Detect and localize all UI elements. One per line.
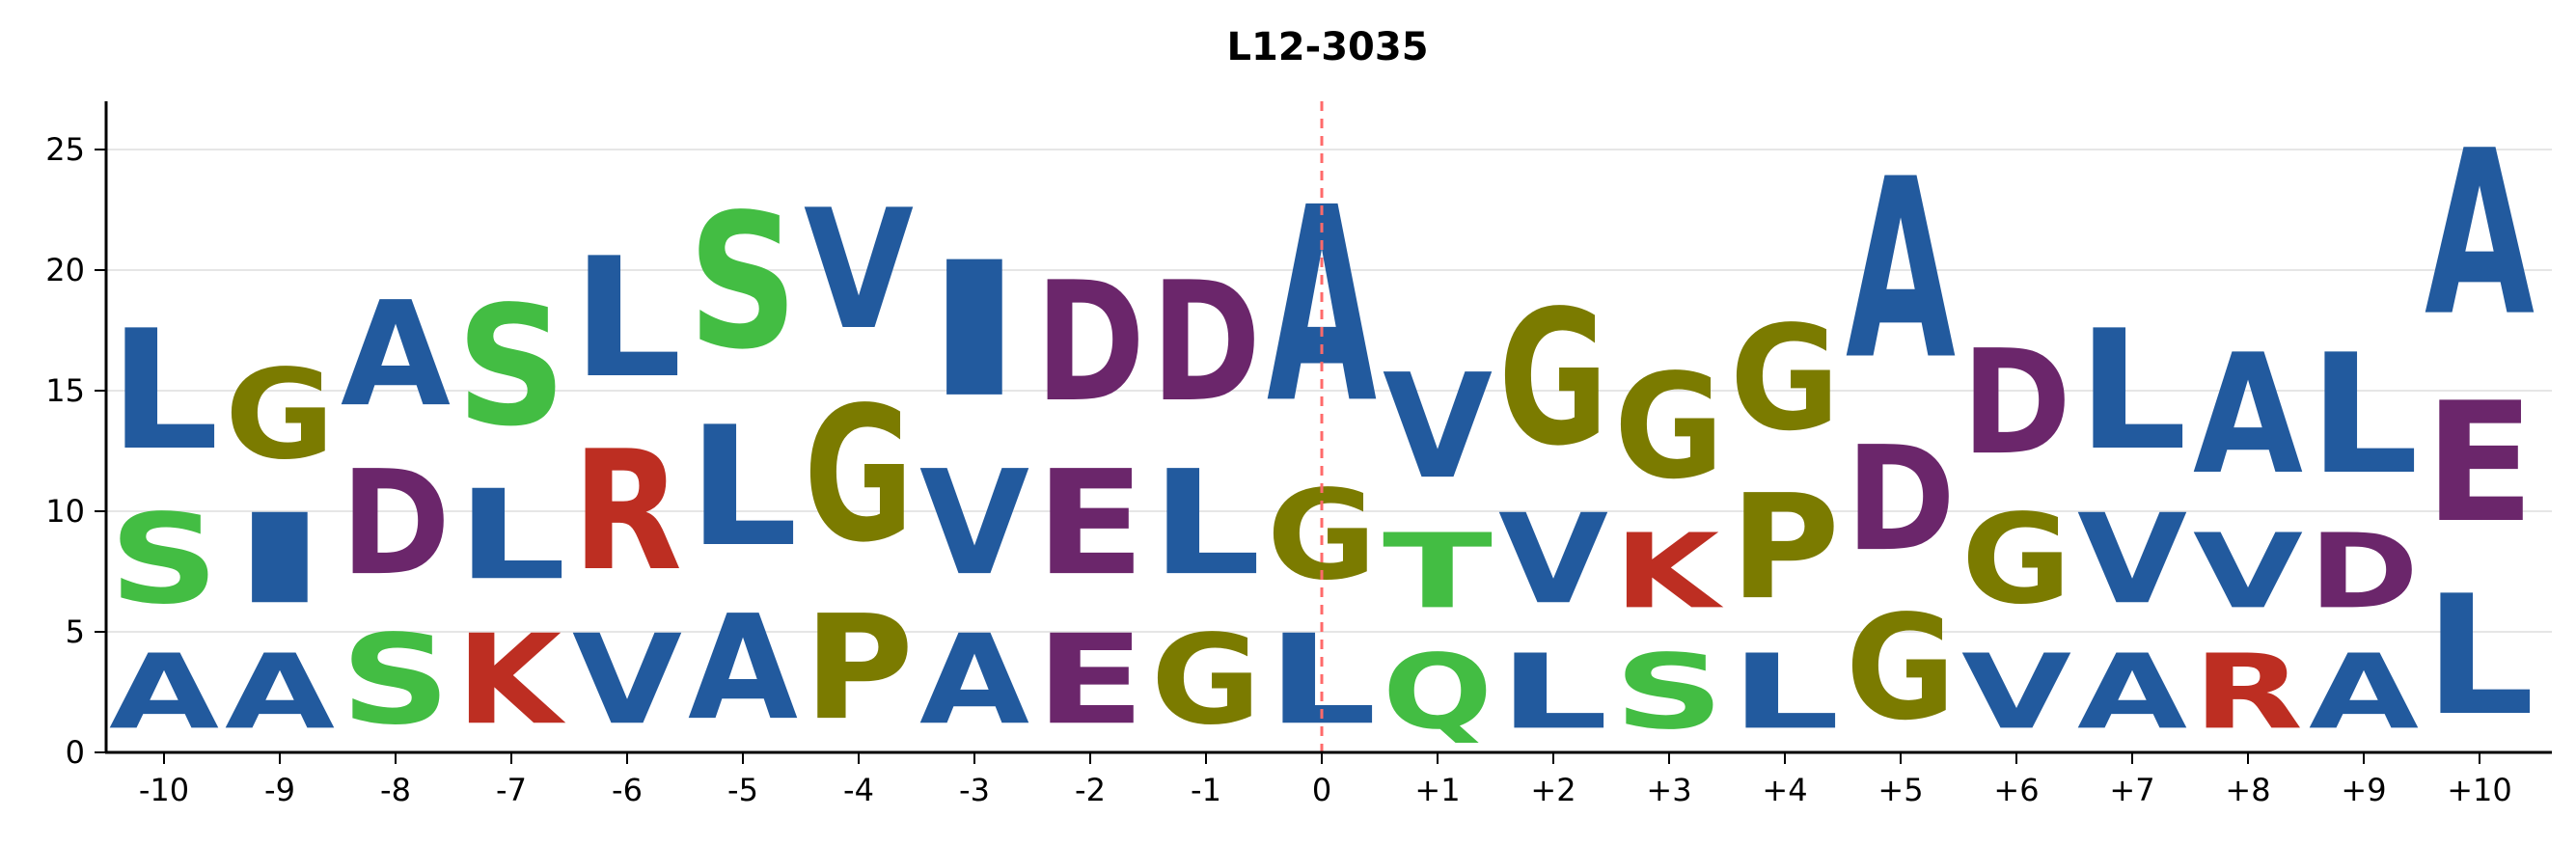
logo-letter--4-V: V [804,174,914,366]
x-axis-ticks: -10 -9 -8 -7 -6 -5 -4 -3 -2 -1 0 +1 +2 +3 +4 +5 +6 +7 +8 +9… [139,752,2512,808]
y-tick-label-25: 25 [45,131,85,168]
logo-letter-+5-D: D [1846,416,1956,584]
logo-letter--9-G: G [225,342,335,487]
logo-letter--6-V: V [572,608,682,751]
logo-letter--9-A: A [225,633,335,752]
logo-letter--5-S: S [688,175,798,391]
logo-letter--10-S: S [109,487,219,632]
x-tick-label-+8: +8 [2225,772,2270,808]
logo-letter-+1-T: T [1383,512,1493,632]
logo-letter-+7-A: A [2077,633,2187,752]
logo-letter-+10-L: L [2425,561,2535,752]
logo-letter-+4-G: G [1730,295,1840,463]
logo-letter--9-I: I [225,488,335,632]
logo-letter--10-L: L [109,296,219,487]
logo-letter-+3-S: S [1614,632,1724,751]
logo-letter-+7-L: L [2077,296,2187,487]
logo-letter-0-A: A [1267,151,1377,462]
logo-letter-+6-G: G [1961,487,2071,632]
x-tick-label--1: -1 [1191,772,1221,808]
logo-letter-+7-V: V [2077,487,2187,631]
x-tick-label--4: -4 [843,772,874,808]
logo-letter--1-G: G [1151,608,1261,752]
x-tick-label-+3: +3 [1646,772,1691,808]
logo-letter--5-L: L [688,393,798,584]
x-tick-label-+2: +2 [1530,772,1576,808]
logo-letter--2-D: D [1035,246,1145,439]
x-tick-label--7: -7 [496,772,527,808]
logo-letter--3-I: I [919,223,1029,438]
x-tick-label-+7: +7 [2109,772,2154,808]
logo-glyphs: ASLAIGSDAKLSVRLALSPGVAVIEEDGLDLGAQTVLVGS… [109,103,2535,753]
y-tick-label-15: 15 [45,372,85,409]
x-tick-label-0: 0 [1312,772,1331,808]
logo-letter-+3-K: K [1614,512,1724,632]
logo-letter-+4-P: P [1730,463,1840,631]
logo-letter-+6-D: D [1961,319,2071,487]
logo-letter-+5-A: A [1846,127,1956,415]
logo-letter-+3-G: G [1614,343,1724,511]
logo-letter-+8-V: V [2193,512,2303,632]
axes [104,101,2552,754]
logo-letter--8-S: S [341,608,451,752]
logo-letter-+9-A: A [2309,633,2419,752]
logo-letter-+2-L: L [1498,632,1608,752]
x-tick-label--9: -9 [264,772,295,808]
logo-letter--2-E: E [1035,440,1145,608]
logo-letter--8-D: D [341,440,451,608]
logo-letter-+8-A: A [2193,318,2303,510]
x-tick-label-+9: +9 [2341,772,2386,808]
logo-letter--6-R: R [572,416,682,608]
logo-letter--4-P: P [804,584,914,751]
logo-letter--7-K: K [456,608,566,752]
logo-letter--7-S: S [456,270,566,462]
logo-letter-+2-V: V [1498,487,1608,631]
x-tick-label-+10: +10 [2447,772,2512,808]
grid-lines [106,149,2552,633]
x-tick-label--6: -6 [612,772,643,808]
logo-letter--3-A: A [919,608,1029,751]
y-tick-label-10: 10 [45,493,85,530]
logo-letter-+10-A: A [2425,103,2535,367]
x-tick-label--3: -3 [959,772,990,808]
logo-letter--10-A: A [109,633,219,752]
logo-letter--1-L: L [1151,439,1261,607]
y-tick-label-0: 0 [66,734,85,771]
x-tick-label--10: -10 [139,772,189,808]
y-tick-label-5: 5 [66,613,85,650]
logo-letter-+9-L: L [2309,320,2419,511]
logo-letter--7-L: L [456,464,566,608]
logo-letter--4-G: G [804,367,914,584]
logo-letter--8-A: A [341,271,451,439]
x-tick-label-+6: +6 [1993,772,2039,808]
logo-letter-+10-E: E [2425,367,2535,559]
x-tick-label-+4: +4 [1762,772,1807,808]
logo-letter-+8-R: R [2193,633,2303,752]
logo-letter-+2-G: G [1498,270,1608,487]
logo-letter--5-A: A [688,585,798,752]
logo-letter-+1-Q: Q [1383,632,1493,752]
logo-letter--2-E: E [1035,609,1145,752]
logo-letter-+5-G: G [1846,585,1956,752]
logo-letter-+9-D: D [2309,512,2419,632]
x-tick-label-+5: +5 [1877,772,1923,808]
logo-letter-+4-L: L [1730,632,1840,752]
x-tick-label--5: -5 [727,772,758,808]
logo-letter--6-L: L [572,224,682,415]
logo-letter-+6-V: V [1961,633,2071,752]
x-tick-label--8: -8 [380,772,411,808]
logo-letter--3-V: V [919,440,1029,608]
logo-letter-+1-V: V [1383,343,1493,511]
x-tick-label-+1: +1 [1414,772,1460,808]
y-tick-label-20: 20 [45,252,85,288]
y-axis-ticks: 0 5 10 15 20 25 [45,131,106,771]
x-tick-label--2: -2 [1075,772,1106,808]
chart-title: L12-3035 [1226,25,1428,69]
logo-letter--1-D: D [1151,246,1261,439]
